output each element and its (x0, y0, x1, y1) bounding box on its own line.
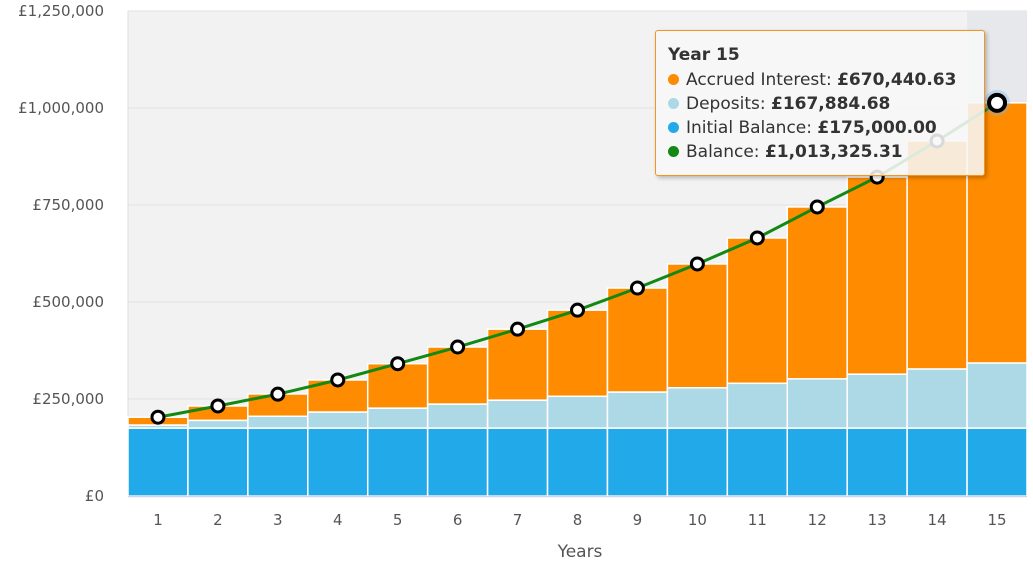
x-tick-label: 10 (688, 511, 707, 529)
bar-initial-balance (606, 427, 669, 497)
bar-deposits (846, 373, 908, 429)
bar-initial-balance (366, 427, 429, 497)
bar-initial-balance (187, 427, 249, 497)
bar-initial-balance (247, 427, 309, 497)
x-tick-label: 11 (748, 511, 767, 529)
y-tick-label: £250,000 (32, 390, 104, 408)
x-tick-label: 4 (333, 511, 343, 529)
bar-initial-balance (846, 427, 908, 497)
bar-deposits (606, 391, 669, 429)
balance-point (809, 199, 825, 215)
balance-point (210, 398, 226, 414)
y-tick-label: £750,000 (32, 196, 104, 214)
y-tick-label: £500,000 (32, 293, 104, 311)
bar-initial-balance (666, 427, 729, 497)
x-tick-label: 13 (868, 511, 887, 529)
y-tick-label: £0 (85, 487, 104, 505)
bar-accrued-interest (666, 263, 729, 389)
bar-initial-balance (786, 427, 848, 497)
bar-accrued-interest (546, 309, 609, 398)
bar-deposits (906, 368, 968, 429)
y-tick-label: £1,000,000 (18, 99, 104, 117)
x-tick-label: 8 (573, 511, 583, 529)
balance-point (330, 372, 346, 388)
bar-initial-balance (307, 427, 369, 497)
y-tick-label: £1,250,000 (18, 2, 104, 20)
bar-deposits (726, 382, 789, 429)
bar-deposits (426, 403, 489, 429)
bar-deposits (546, 395, 609, 429)
bar-deposits (307, 411, 369, 429)
bar-initial-balance (486, 427, 549, 497)
x-tick-label: 12 (808, 511, 827, 529)
x-tick-label: 7 (513, 511, 523, 529)
bar-deposits (966, 362, 1028, 429)
bar-initial-balance (726, 427, 789, 497)
bar-accrued-interest (786, 206, 848, 380)
balance-point (987, 92, 1008, 113)
x-tick-label: 3 (273, 511, 283, 529)
bar-initial-balance (966, 427, 1028, 497)
bar-deposits (486, 399, 549, 429)
x-tick-label: 14 (928, 511, 947, 529)
bar-accrued-interest (486, 328, 549, 401)
balance-point (450, 339, 466, 355)
bar-initial-balance (127, 427, 189, 497)
x-tick-label: 2 (213, 511, 223, 529)
balance-point (629, 280, 645, 296)
balance-point (689, 256, 705, 272)
tooltip: Year 15 Accrued Interest: £670,440.63 De… (655, 30, 985, 176)
bar-accrued-interest (726, 237, 789, 385)
x-tick-label: 9 (633, 511, 643, 529)
balance-point (150, 409, 166, 425)
bar-deposits (247, 415, 309, 429)
bar-initial-balance (426, 427, 489, 497)
tooltip-row-interest: Accrued Interest: £670,440.63 (668, 68, 984, 92)
tooltip-row-balance: Balance: £1,013,325.31 (668, 140, 984, 164)
bar-initial-balance (546, 427, 609, 497)
balance-dot-icon (668, 146, 679, 157)
balance-point (749, 230, 765, 246)
bar-deposits (786, 378, 848, 429)
x-axis-title: Years (557, 542, 603, 562)
bar-accrued-interest (426, 346, 489, 405)
balance-point (270, 386, 286, 402)
balance-point (570, 302, 585, 318)
bar-deposits (366, 407, 429, 429)
balance-point (390, 356, 406, 372)
deposits-dot-icon (668, 98, 679, 109)
bar-accrued-interest (606, 287, 669, 393)
x-tick-label: 15 (987, 511, 1006, 529)
x-tick-label: 1 (153, 511, 163, 529)
tooltip-title: Year 15 (668, 45, 740, 65)
balance-point (510, 321, 526, 337)
initial-dot-icon (668, 122, 679, 133)
bar-deposits (187, 419, 249, 429)
interest-dot-icon (668, 74, 679, 85)
tooltip-row-deposits: Deposits: £167,884.68 (668, 92, 984, 116)
bar-deposits (666, 386, 729, 429)
tooltip-row-initial: Initial Balance: £175,000.00 (668, 116, 984, 140)
x-tick-label: 6 (453, 511, 463, 529)
bar-accrued-interest (846, 176, 908, 375)
bar-initial-balance (906, 427, 968, 497)
x-tick-label: 5 (393, 511, 403, 529)
